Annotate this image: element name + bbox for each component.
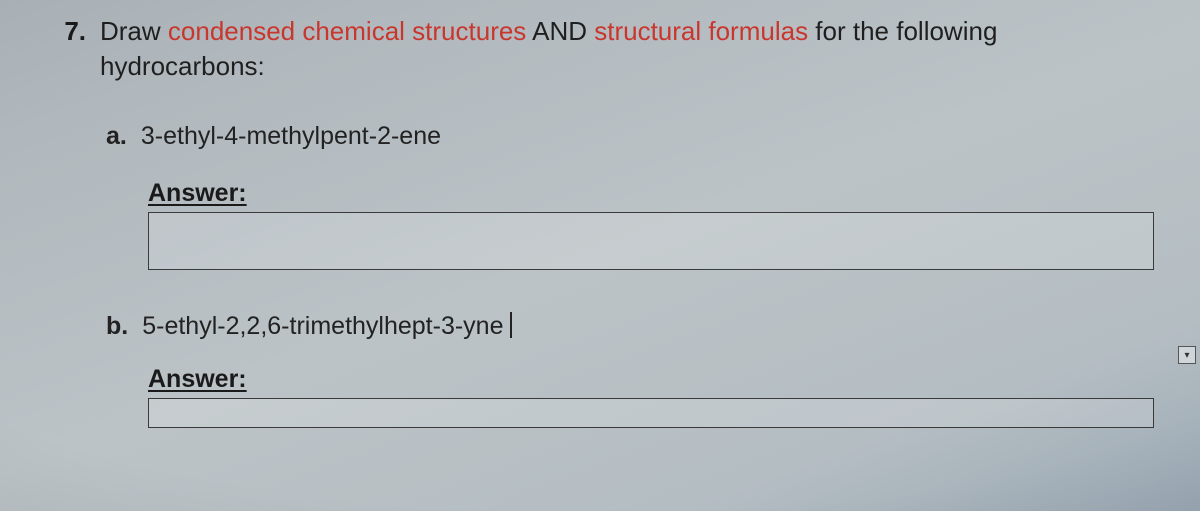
question-prefix: Draw	[100, 16, 168, 46]
part-a-answer-label: Answer:	[148, 179, 1154, 208]
part-a-letter: a.	[38, 122, 127, 151]
part-b-text: 5-ethyl-2,2,6-trimethylhept-3-yne	[142, 312, 1162, 341]
part-b-letter: b.	[38, 312, 128, 341]
part-a-answer-input[interactable]	[148, 212, 1154, 270]
question-red-1: condensed chemical structures	[168, 16, 526, 46]
part-b-text-content: 5-ethyl-2,2,6-trimethylhept-3-yne	[142, 312, 503, 340]
question-mid: AND	[526, 16, 594, 46]
question-number: 7.	[38, 14, 86, 47]
expand-icon[interactable]: ▾	[1178, 346, 1196, 364]
part-b-answer-input[interactable]	[148, 398, 1154, 428]
part-a-text: 3-ethyl-4-methylpent-2-ene	[141, 122, 1162, 151]
part-b-answer-label: Answer:	[148, 365, 1154, 394]
question-text: Draw condensed chemical structures AND s…	[100, 14, 1162, 84]
question-red-2: structural formulas	[594, 16, 808, 46]
chevron-down-icon: ▾	[1184, 350, 1189, 361]
text-cursor-icon	[510, 312, 512, 338]
